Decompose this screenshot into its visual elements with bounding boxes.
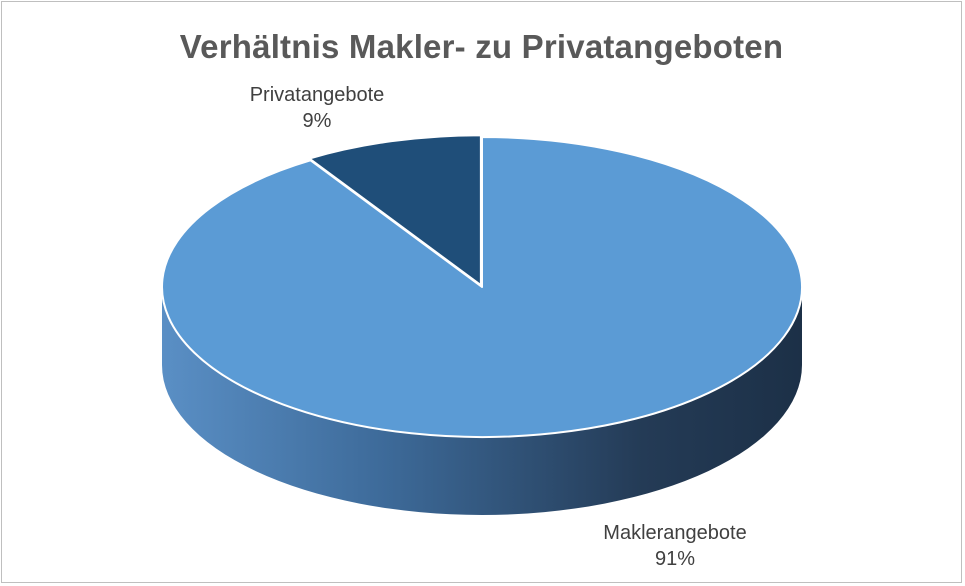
data-label-privatangebote: Privatangebote 9% — [232, 82, 402, 134]
data-label-percent: 9% — [302, 110, 332, 132]
data-label-percent: 91% — [654, 548, 696, 570]
slice-privatangebote — [308, 134, 482, 287]
data-label-maklerangebote: Maklerangebote 91% — [580, 520, 770, 572]
chart-title: Verhältnis Makler- zu Privatangeboten — [179, 28, 784, 65]
data-label-name: Privatangebote — [249, 84, 385, 106]
pie-side-maklerangebote — [162, 287, 802, 515]
data-label-name: Maklerangebote — [603, 522, 747, 544]
slice-maklerangebote — [161, 136, 803, 438]
